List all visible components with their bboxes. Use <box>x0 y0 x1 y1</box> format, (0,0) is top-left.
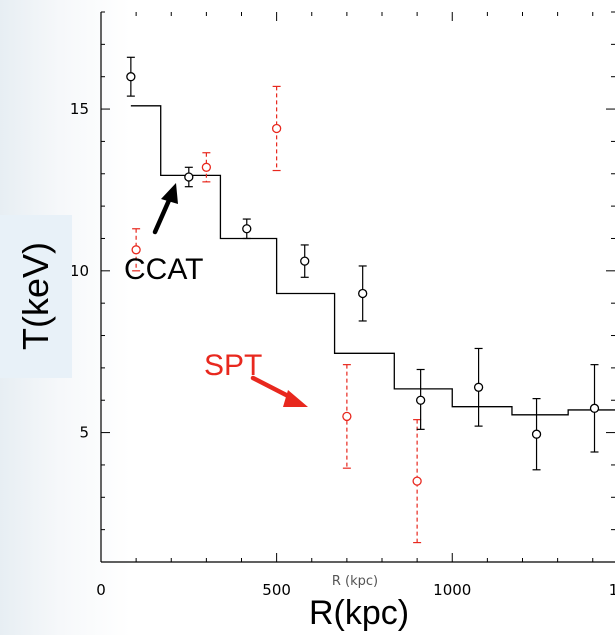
y-axis-title: T(keV) <box>15 242 56 350</box>
y-tick-label: 10 <box>70 262 89 280</box>
arrows-group <box>152 183 308 407</box>
ccat-point <box>300 256 310 266</box>
spt-point <box>201 162 212 172</box>
x-axis-title: R(kpc) <box>308 594 410 632</box>
y-tick-label: 5 <box>79 424 89 442</box>
ccat-annotation: CCAT <box>124 253 204 286</box>
x-tick-label: 1500 <box>609 581 615 599</box>
x-axis-title-small: R (kpc) <box>331 574 379 589</box>
ccat-point <box>473 382 484 392</box>
x-tick-label: 0 <box>96 581 106 599</box>
ccat-point <box>184 172 194 182</box>
axes-group: 0 500 1000 1500 5 10 15 <box>70 11 615 599</box>
y-tick-label: 15 <box>70 100 89 118</box>
ccat-point <box>126 72 136 82</box>
spt-arrow-head <box>283 390 308 407</box>
spt-point <box>271 123 282 134</box>
spt-point <box>342 411 352 422</box>
ccat-series-group <box>126 56 600 471</box>
ylabel-background <box>0 215 72 378</box>
ccat-point <box>415 395 426 405</box>
x-tick-label: 500 <box>262 581 291 599</box>
spt-point <box>412 476 422 486</box>
spt-annotation: SPT <box>204 349 263 382</box>
ccat-arrow-shaft <box>152 195 173 235</box>
spt-point <box>131 245 141 255</box>
x-tick-label: 1000 <box>433 581 471 599</box>
spt-series-group <box>131 85 422 544</box>
ccat-point <box>242 224 252 234</box>
model-step-group <box>130 105 615 416</box>
model-step-line <box>130 105 615 416</box>
spt-arrow-shaft <box>250 375 295 401</box>
ccat-point <box>589 403 600 413</box>
ccat-point <box>358 288 368 299</box>
ccat-arrow-head <box>161 183 178 204</box>
ccat-point <box>531 429 542 439</box>
